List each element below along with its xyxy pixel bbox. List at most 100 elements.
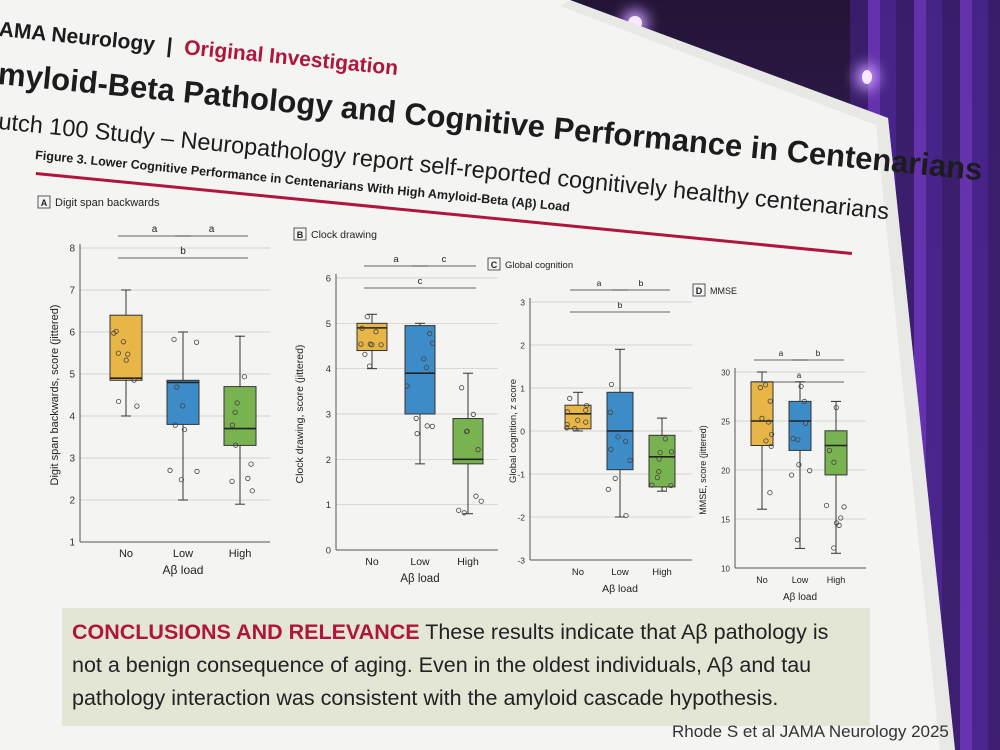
data-point <box>248 461 254 467</box>
data-point <box>229 478 235 484</box>
data-point <box>359 325 365 331</box>
data-point <box>461 510 467 516</box>
x-tick-label: No <box>365 556 379 568</box>
data-point <box>167 467 173 473</box>
data-point <box>424 423 430 429</box>
x-axis-label: Aβ load <box>400 573 439 585</box>
y-tick-label: -1 <box>517 470 525 480</box>
data-point <box>759 415 765 421</box>
data-point <box>798 383 804 389</box>
data-point <box>172 422 178 428</box>
data-point <box>473 493 479 499</box>
data-point <box>174 384 180 390</box>
data-point <box>833 404 839 411</box>
data-point <box>796 462 802 468</box>
x-tick-label: No <box>119 548 133 560</box>
data-point <box>125 351 131 357</box>
y-axis-label: Global cognition, z score <box>508 379 519 483</box>
y-tick-label: 2 <box>520 341 525 351</box>
data-point <box>823 502 830 509</box>
x-tick-label: No <box>756 575 768 585</box>
data-point <box>456 507 462 513</box>
y-tick-label: 1 <box>520 384 525 394</box>
y-tick-label: 3 <box>520 298 525 308</box>
data-point <box>583 407 589 413</box>
data-point <box>378 342 384 348</box>
panel-letter: D <box>696 286 703 296</box>
data-point <box>627 457 633 463</box>
data-point <box>807 468 813 474</box>
data-point <box>249 488 255 494</box>
data-point <box>113 328 119 334</box>
data-point <box>608 446 614 452</box>
data-point <box>120 339 127 345</box>
data-point <box>367 341 373 347</box>
data-point <box>649 482 655 488</box>
y-tick-label: 8 <box>69 244 75 255</box>
stage-light-icon <box>862 70 872 84</box>
x-axis-label: Aβ load <box>163 563 204 577</box>
y-tick-label: 2 <box>326 455 331 466</box>
panel-letter: C <box>491 260 498 270</box>
y-tick-label: 15 <box>721 516 730 525</box>
y-axis-label: Clock drawing, score (jittered) <box>294 345 306 484</box>
data-point <box>661 486 667 492</box>
x-axis-label: Aβ load <box>602 583 638 595</box>
y-tick-label: 25 <box>721 418 730 427</box>
data-point <box>116 398 122 405</box>
data-point <box>575 417 581 423</box>
data-point <box>564 425 570 431</box>
data-point <box>607 409 613 415</box>
panel-tag-box <box>692 283 706 297</box>
y-tick-label: 1 <box>69 538 75 549</box>
data-point <box>464 428 470 434</box>
box-high <box>824 430 848 476</box>
y-tick-label: 3 <box>69 454 75 465</box>
data-point <box>801 398 807 404</box>
data-point <box>788 472 795 478</box>
y-tick-label: -3 <box>517 556 525 566</box>
data-point <box>622 438 629 444</box>
x-tick-label: Low <box>410 556 430 568</box>
y-tick-label: -2 <box>517 513 525 523</box>
y-tick-label: 7 <box>69 286 75 297</box>
panel-tag-box <box>37 195 51 209</box>
box-high <box>452 418 484 465</box>
data-point <box>767 398 773 404</box>
data-point <box>656 456 662 462</box>
y-axis-label: Digit span backwards, score (jittered) <box>49 305 61 486</box>
conclusions-text: These results indicate that Aβ pathology… <box>72 620 829 710</box>
data-point <box>605 486 611 492</box>
data-point <box>567 395 573 401</box>
x-tick-label: High <box>652 567 672 578</box>
data-point <box>459 385 465 391</box>
data-point <box>181 426 188 433</box>
sig-label: b <box>618 300 623 310</box>
sig-label: a <box>797 371 802 380</box>
sig-label: a <box>152 224 158 235</box>
y-tick-label: 3 <box>326 410 331 421</box>
data-point <box>795 437 801 443</box>
data-point <box>423 364 430 371</box>
conclusions-label: CONCLUSIONS AND RELEVANCE <box>72 620 420 644</box>
data-point <box>794 537 801 543</box>
data-point <box>802 420 809 426</box>
box-no <box>109 314 143 381</box>
data-point <box>373 329 379 335</box>
x-tick-label: Low <box>173 548 193 560</box>
box-high <box>223 386 257 446</box>
box-no <box>564 404 592 430</box>
data-point <box>615 434 621 440</box>
data-point <box>768 443 774 449</box>
sig-label: c <box>442 254 447 265</box>
panel-title: Clock drawing <box>311 229 377 241</box>
data-point <box>833 520 840 526</box>
data-point <box>470 411 476 417</box>
data-point <box>131 377 137 383</box>
data-point <box>572 425 578 432</box>
data-point <box>584 402 590 409</box>
sig-label: b <box>816 349 821 358</box>
data-point <box>178 477 184 483</box>
